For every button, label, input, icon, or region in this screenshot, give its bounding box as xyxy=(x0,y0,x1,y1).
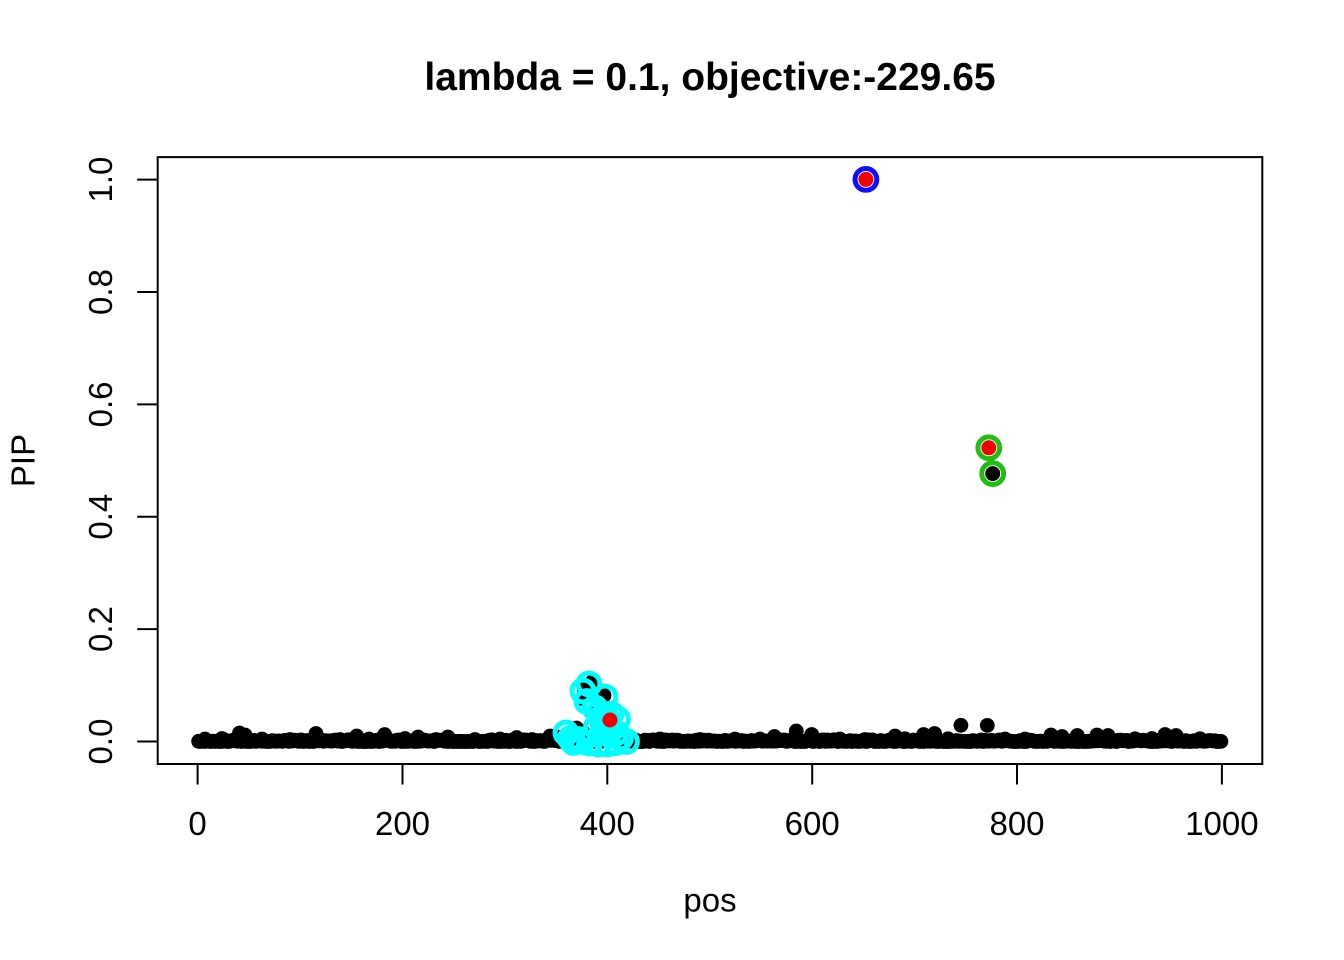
svg-text:600: 600 xyxy=(785,805,840,842)
svg-text:1.0: 1.0 xyxy=(82,157,119,203)
svg-text:400: 400 xyxy=(580,805,635,842)
svg-text:lambda = 0.1, objective:-229.6: lambda = 0.1, objective:-229.65 xyxy=(424,56,995,99)
svg-text:0.0: 0.0 xyxy=(82,719,119,765)
svg-text:800: 800 xyxy=(989,805,1044,842)
svg-text:0: 0 xyxy=(188,805,206,842)
svg-text:200: 200 xyxy=(375,805,430,842)
svg-text:0.6: 0.6 xyxy=(82,381,119,427)
svg-text:PIP: PIP xyxy=(5,434,42,487)
svg-text:0.4: 0.4 xyxy=(82,494,119,540)
svg-text:pos: pos xyxy=(683,882,736,919)
svg-text:0.8: 0.8 xyxy=(82,269,119,315)
svg-text:0.2: 0.2 xyxy=(82,606,119,652)
svg-text:1000: 1000 xyxy=(1185,805,1258,842)
